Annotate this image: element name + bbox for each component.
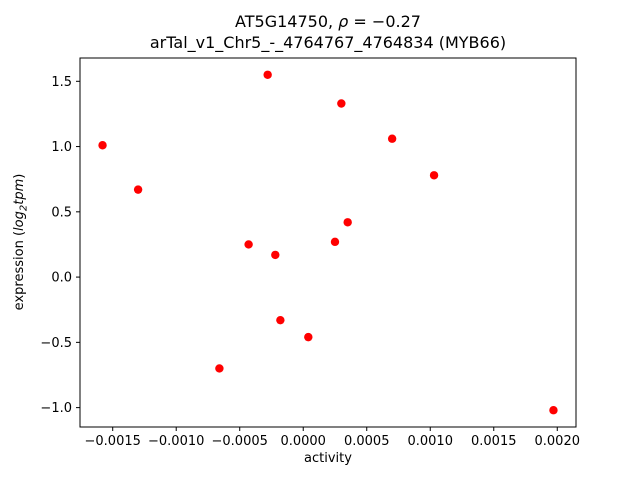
data-point (429, 171, 439, 180)
x-tick-label: −0.0015 (85, 434, 141, 449)
chart-title-line1: AT5G14750, ρ = −0.27 (80, 12, 576, 31)
data-point (343, 218, 352, 227)
data-point (215, 364, 224, 373)
x-tick-label: −0.0005 (212, 434, 268, 449)
x-axis-label: activity (304, 451, 352, 466)
rho-value: = −0.27 (348, 12, 421, 31)
chart-title-gene: AT5G14750, (235, 12, 339, 31)
y-tick-label: 1.5 (51, 75, 72, 90)
data-point (330, 237, 340, 247)
y-label-close: ) (12, 173, 27, 179)
y-label-subscript: 2 (18, 204, 30, 212)
y-label-prefix: expression ( (12, 230, 27, 311)
x-tick-label: 0.0010 (407, 434, 453, 449)
y-tick-label: 0.0 (51, 271, 72, 286)
data-point (244, 240, 253, 249)
data-point (549, 406, 558, 415)
data-point (98, 141, 107, 150)
x-tick-label: 0.0020 (535, 434, 581, 449)
plot-border (79, 57, 577, 428)
data-point (271, 250, 280, 260)
rho-symbol: ρ (338, 12, 349, 31)
data-point (276, 315, 285, 325)
data-point (387, 134, 397, 143)
data-point (263, 70, 272, 79)
x-tick-label: 0.0015 (471, 434, 517, 449)
y-axis-label: expression (log2tpm) (12, 135, 30, 349)
data-point (133, 185, 143, 194)
y-tick-label: 0.5 (51, 205, 72, 220)
data-point (304, 332, 313, 342)
chart-title-line2: arTal_v1_Chr5_-_4764767_4764834 (MYB66) (149, 33, 507, 52)
y-tick-label: −0.5 (40, 336, 72, 351)
x-tick-label: −0.0010 (148, 434, 204, 449)
x-tick-label: 0.0000 (280, 434, 326, 449)
y-tick-label: 1.0 (51, 140, 72, 155)
y-label-log: log (12, 211, 27, 231)
data-point (337, 99, 346, 108)
y-label-tpm: tpm (12, 178, 27, 205)
y-tick-label: −1.0 (40, 401, 72, 416)
x-tick-label: 0.0005 (344, 434, 390, 449)
